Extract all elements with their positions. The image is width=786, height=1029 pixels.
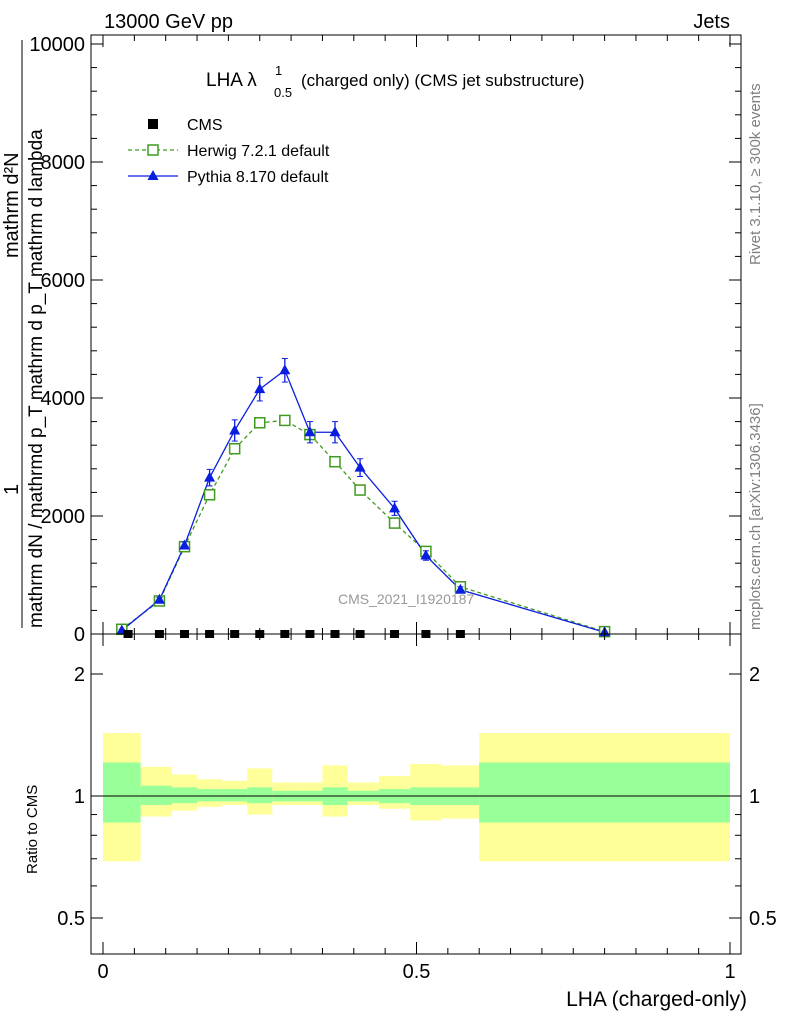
ratio-inner-band	[140, 785, 172, 806]
title-sup: 1	[275, 63, 282, 78]
xlabel: LHA (charged-only)	[566, 988, 747, 1011]
ratio-inner-band	[171, 787, 198, 804]
herwig-point	[254, 417, 266, 429]
herwig-point	[228, 442, 241, 455]
ylabel-denominator: mathrm dN / mathrmd p_T mathrm d p_T mat…	[26, 129, 47, 628]
legend-label: Pythia 8.170 default	[187, 169, 329, 186]
herwig-point	[388, 517, 401, 529]
energy-label: 13000 GeV pp	[104, 11, 233, 33]
y-tick-label: 10000	[29, 34, 85, 56]
pythia-point	[389, 502, 401, 513]
legend-label: Herwig 7.2.1 default	[187, 143, 330, 160]
legend-marker-cms	[148, 119, 158, 129]
herwig-point	[329, 455, 341, 468]
pythia-point	[153, 593, 165, 604]
pythia-point	[329, 426, 341, 437]
y-tick-label: 6000	[41, 270, 86, 292]
title-rest: (charged only) (CMS jet substructure)	[301, 71, 584, 90]
ratio-inner-band	[479, 762, 730, 823]
ratio-y-tick-label-right: 2	[749, 664, 760, 686]
y-tick-label: 8000	[41, 152, 86, 174]
pythia-point	[179, 539, 191, 550]
pythia-point	[279, 364, 291, 375]
herwig-point	[279, 414, 291, 427]
pythia-point	[354, 461, 366, 472]
x-tick-label: 1	[724, 961, 735, 983]
herwig-point	[203, 489, 216, 501]
title-sub: 0.5	[274, 85, 292, 100]
mcplots-label: mcplots.cern.ch [arXiv:1306.3436]	[747, 403, 764, 630]
watermark: CMS_2021_I1920187	[338, 591, 474, 607]
herwig-point	[354, 484, 366, 496]
ratio-y-tick-label-right: 0.5	[749, 908, 777, 930]
ratio-panel-bands	[103, 733, 730, 862]
pythia-point	[454, 583, 466, 594]
pythia-point	[420, 549, 432, 560]
y-tick-label: 0	[74, 624, 85, 646]
legend-marker-pythia	[147, 170, 159, 180]
pythia-point	[304, 426, 316, 437]
pythia-point	[204, 471, 216, 482]
ratio-y-tick-label-right: 1	[749, 786, 760, 808]
legend-marker-herwig	[147, 144, 159, 156]
pythia-point	[229, 424, 241, 435]
ratio-panel-axes: 0.5 0.5 1 1 2 2 0 0.5 1	[57, 634, 777, 983]
ylabel-numerator: 1	[1, 484, 23, 495]
main-title: LHA λ 1 0.5 (charged only) (CMS jet subs…	[206, 63, 584, 100]
main-ylabel: mathrm d²N 1 mathrm dN / mathrmd p_T mat…	[1, 40, 47, 628]
y-tick-label: 4000	[41, 388, 86, 410]
main-panel-axes: 0 2000 4000 6000 8000 10000	[29, 34, 741, 646]
ratio-ylabel: Ratio to CMS	[24, 785, 41, 874]
ratio-y-tick-label: 1	[74, 786, 85, 808]
ratio-inner-band	[222, 789, 248, 802]
y-tick-label: 2000	[41, 506, 86, 528]
ratio-y-tick-label: 0.5	[57, 908, 85, 930]
ratio-y-tick-label: 2	[74, 664, 85, 686]
ratio-inner-band	[197, 789, 223, 802]
category-label: Jets	[693, 11, 730, 33]
legend-label: CMS	[187, 117, 223, 134]
x-tick-label: 0	[97, 961, 108, 983]
ratio-inner-band	[103, 762, 141, 823]
x-tick-label: 0.5	[403, 961, 431, 983]
legend: CMS Herwig 7.2.1 default Pythia 8.170 defa…	[128, 117, 330, 186]
pythia-point	[254, 383, 266, 394]
ylabel-numerator-frac: mathrm d²N	[1, 152, 23, 258]
rivet-label: Rivet 3.1.10, ≥ 300k events	[747, 83, 764, 265]
ratio-inner-band	[247, 787, 273, 804]
title-main: LHA λ	[206, 70, 257, 91]
